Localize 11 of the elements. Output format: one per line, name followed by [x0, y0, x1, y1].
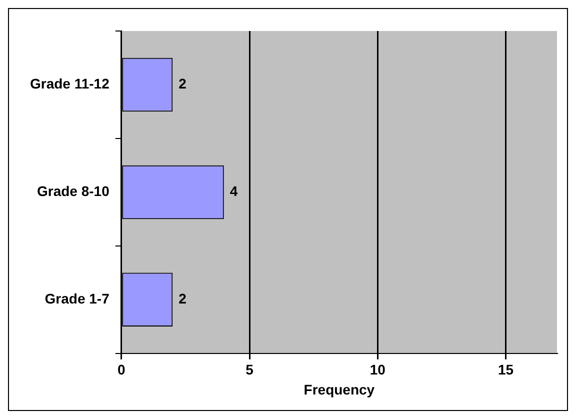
y-tick-label: Grade 8-10 — [37, 183, 110, 200]
data-label: 2 — [178, 76, 187, 92]
y-tick-label: Grade 11-12 — [30, 76, 110, 92]
data-label: 4 — [230, 183, 238, 200]
x-tick-label: 5 — [246, 362, 254, 378]
x-tick-label: 10 — [370, 362, 386, 378]
x-tick-label: 15 — [498, 362, 514, 378]
y-tick-label: Grade 1-7 — [44, 290, 110, 307]
x-tick-label: 0 — [117, 362, 126, 378]
data-label: 2 — [178, 290, 187, 307]
x-axis-title: Frequency — [304, 381, 375, 398]
